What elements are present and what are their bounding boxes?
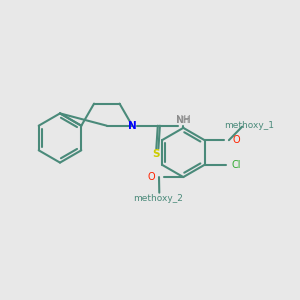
Text: NH: NH [176,115,191,125]
Text: NH: NH [177,116,190,125]
Text: S: S [153,149,160,159]
Text: N: N [128,121,137,131]
Text: methoxy_1: methoxy_1 [224,121,274,130]
Text: methoxy_2: methoxy_2 [133,194,183,203]
Text: Cl: Cl [232,160,241,170]
Text: O: O [148,172,155,182]
Text: O: O [232,135,240,145]
